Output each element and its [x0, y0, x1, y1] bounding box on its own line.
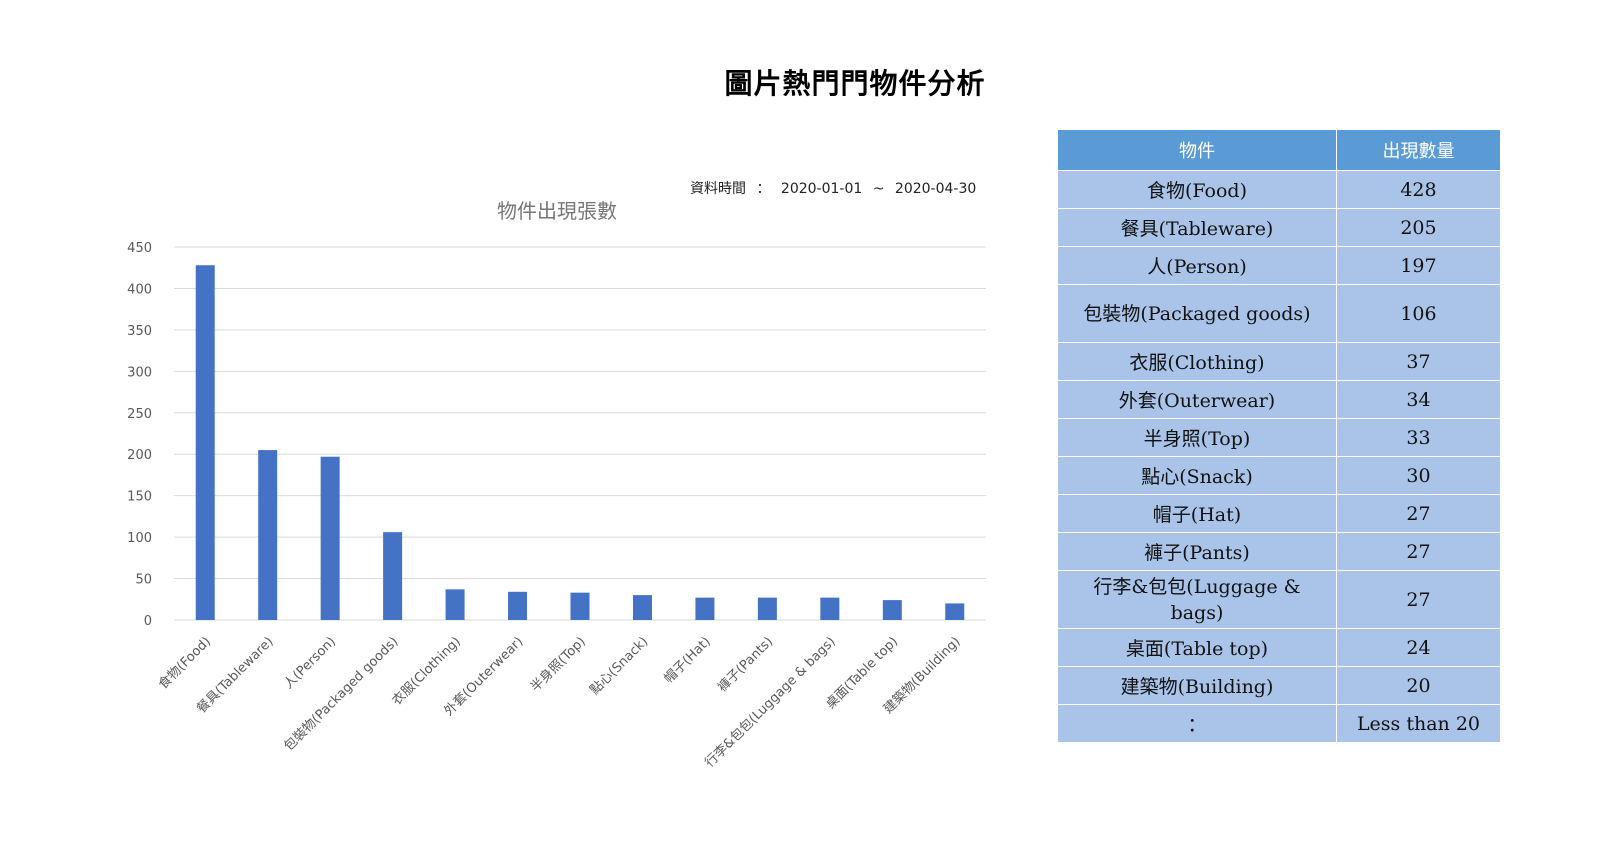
- y-tick-label: 350: [127, 324, 152, 339]
- table-cell-object: 建築物(Building): [1057, 666, 1337, 705]
- table-cell-count: 205: [1335, 208, 1502, 247]
- table-cell-count: 30: [1335, 456, 1502, 495]
- table-cell-object: ：: [1057, 704, 1337, 743]
- bar: [445, 589, 465, 620]
- table-row: 餐具(Tableware) 205: [1057, 208, 1502, 247]
- table-cell-count: 197: [1335, 246, 1502, 285]
- bar: [383, 532, 403, 620]
- table-cell-count: 24: [1335, 628, 1502, 667]
- table-cell-count: 106: [1335, 284, 1502, 343]
- table-cell-count: 34: [1335, 380, 1502, 419]
- table-cell-count: 27: [1335, 570, 1502, 629]
- bar-chart: 物件出現張數 0 50 100 150 200 250 300 350 400 450 食物(Fo…: [127, 199, 986, 771]
- bar: [820, 597, 840, 620]
- bars: [195, 265, 965, 620]
- bar: [320, 456, 340, 620]
- table-cell-object: 帽子(Hat): [1057, 494, 1337, 533]
- table-row: 建築物(Building) 20: [1057, 666, 1502, 705]
- table-cell-count: 33: [1335, 418, 1502, 457]
- table-header-row: 物件 出現數量: [1057, 129, 1502, 171]
- bar: [570, 592, 590, 620]
- x-tick-label: 點心(Snack): [587, 634, 651, 698]
- table-row: 衣服(Clothing) 37: [1057, 342, 1502, 381]
- table-cell-object: 食物(Food): [1057, 170, 1337, 209]
- table-cell-count: 20: [1335, 666, 1502, 705]
- table-cell-object: 外套(Outerwear): [1057, 380, 1337, 419]
- table-cell-object: 半身照(Top): [1057, 418, 1337, 457]
- y-tick-label: 250: [127, 407, 152, 422]
- y-tick-label: 400: [127, 282, 152, 297]
- table-row: 食物(Food) 428: [1057, 170, 1502, 209]
- date-end: 2020-04-30: [894, 181, 977, 197]
- header-object: 物件: [1057, 129, 1337, 171]
- date-tilde: ~: [872, 181, 885, 197]
- table-cell-count: 428: [1335, 170, 1502, 209]
- table-row: 點心(Snack) 30: [1057, 456, 1502, 495]
- bar: [757, 597, 777, 620]
- bar: [945, 603, 965, 620]
- x-axis-labels: 食物(Food)餐具(Tableware) 人(Person)包裝物(Packag…: [155, 634, 963, 771]
- table-cell-object: 行李&包包(Luggage & bags): [1057, 570, 1337, 629]
- table-row: 半身照(Top) 33: [1057, 418, 1502, 457]
- date-range: 資料時間 ： 2020-01-01 ~ 2020-04-30: [690, 178, 982, 198]
- table-cell-count: 27: [1335, 532, 1502, 571]
- bar: [258, 450, 278, 620]
- date-separator: ：: [756, 181, 771, 197]
- table-row: 行李&包包(Luggage & bags) 27: [1057, 570, 1502, 629]
- table-row: 包裝物(Packaged goods) 106: [1057, 284, 1502, 343]
- table-cell-object: 點心(Snack): [1057, 456, 1337, 495]
- table-cell-object: 桌面(Table top): [1057, 628, 1337, 667]
- table-cell-object: 餐具(Tableware): [1057, 208, 1337, 247]
- header-count: 出現數量: [1335, 129, 1502, 171]
- table-cell-object: 包裝物(Packaged goods): [1057, 284, 1337, 343]
- y-tick-label: 100: [127, 531, 152, 546]
- date-start: 2020-01-01: [780, 181, 863, 197]
- table-cell-object: 人(Person): [1057, 246, 1337, 285]
- table-cell-count: Less than 20: [1335, 704, 1502, 743]
- table-row: 帽子(Hat) 27: [1057, 494, 1502, 533]
- x-tick-label: 行李&包包(Luggage & bags): [702, 634, 838, 770]
- table-cell-count: 37: [1335, 342, 1502, 381]
- table-row: 人(Person) 197: [1057, 246, 1502, 285]
- x-tick-label: 褲子(Pants): [715, 634, 776, 695]
- grid-lines: [174, 246, 986, 621]
- y-tick-label: 300: [127, 365, 152, 380]
- bar: [882, 600, 902, 620]
- date-label: 資料時間: [690, 181, 746, 197]
- x-tick-label: 食物(Food): [155, 634, 214, 693]
- table-cell-object: 褲子(Pants): [1057, 532, 1337, 571]
- y-tick-label: 50: [135, 573, 152, 588]
- x-tick-label: 人(Person): [281, 634, 339, 692]
- y-tick-label: 450: [127, 241, 152, 256]
- bar: [632, 595, 652, 620]
- bar: [695, 597, 715, 620]
- bar: [508, 591, 528, 620]
- table-cell-object: 衣服(Clothing): [1057, 342, 1337, 381]
- y-tick-label: 0: [144, 614, 152, 629]
- table-row: 外套(Outerwear) 34: [1057, 380, 1502, 419]
- x-tick-label: 帽子(Hat): [661, 634, 714, 687]
- object-count-table: 物件 出現數量 食物(Food) 428 餐具(Tableware) 205 人(Per…: [1057, 129, 1502, 743]
- x-tick-label: 包裝物(Packaged goods): [282, 634, 402, 754]
- table-row: ： Less than 20: [1057, 704, 1502, 743]
- y-tick-label: 200: [127, 448, 152, 463]
- page-title: 圖片熱門門物件分析: [724, 67, 986, 100]
- bar: [195, 265, 215, 620]
- table-cell-count: 27: [1335, 494, 1502, 533]
- chart-title: 物件出現張數: [497, 199, 617, 223]
- y-tick-label: 150: [127, 490, 152, 505]
- table-row: 褲子(Pants) 27: [1057, 532, 1502, 571]
- y-axis-ticks: 0 50 100 150 200 250 300 350 400 450: [127, 241, 152, 629]
- x-tick-label: 半身照(Top): [527, 634, 589, 696]
- table-row: 桌面(Table top) 24: [1057, 628, 1502, 667]
